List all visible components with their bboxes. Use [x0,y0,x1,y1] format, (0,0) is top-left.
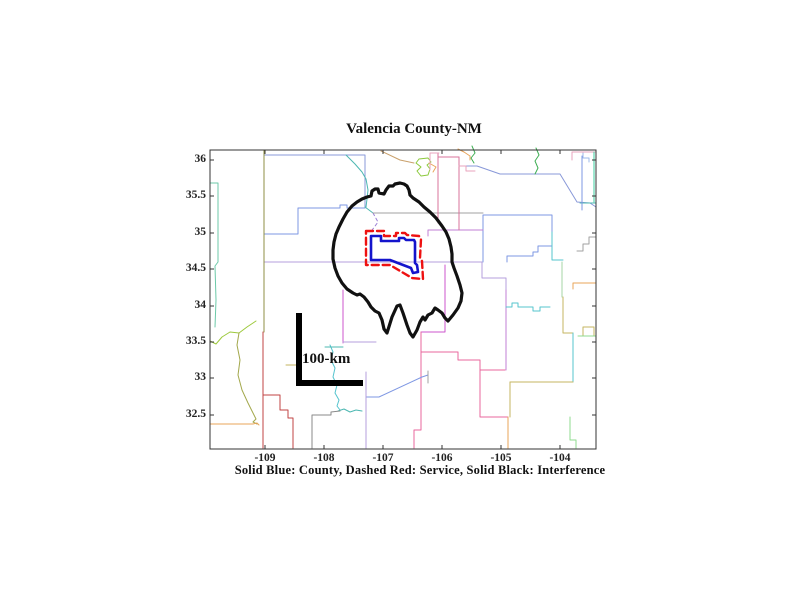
county-boundary-line [209,320,257,345]
county-boundary-line [479,369,509,418]
x-tick-label: -105 [490,452,512,464]
county-boundary-line [569,416,577,449]
y-tick-label: 34 [194,299,207,311]
county-boundary-line [413,351,422,449]
county-boundary-line [345,154,369,208]
x-tick-label: -108 [313,452,335,464]
county-boundary-line [576,236,597,252]
county-boundary-line [505,302,551,312]
scale-bar-vertical [296,313,302,386]
y-tick-label: 36 [194,153,207,165]
interference-contour [331,181,464,339]
y-tick-label: 33.5 [185,335,206,347]
county-boundary-line [263,154,366,208]
y-tick-label: 32.5 [185,408,206,420]
x-tick-label: -107 [372,452,394,464]
county-boundary-line [236,332,258,425]
plot-frame [209,149,597,450]
x-tick-label: -109 [254,452,276,464]
county-boundary-line [582,152,590,163]
y-tick-label: 35.5 [185,189,206,201]
county-outline [369,234,420,275]
y-tick-label: 35 [194,226,207,238]
scale-bar-horizontal [296,380,363,386]
county-boundary-line [427,229,484,237]
chart-title: Valencia County-NM [346,121,482,137]
county-boundary-line [428,162,437,173]
county-boundary-line [209,422,260,426]
county-boundary-line [572,282,597,290]
plot-area [210,150,596,449]
county-boundary-line [551,231,564,261]
county-boundary-line [364,206,374,214]
county-boundary-line [506,231,553,263]
county-boundary-line [337,408,363,413]
county-boundary-line [365,374,429,398]
county-boundary-line [534,147,540,175]
legend-caption: Solid Blue: County, Dashed Red: Service,… [234,463,606,477]
county-boundary-line [262,394,294,449]
x-tick-label: -106 [431,452,453,464]
county-boundary-line [562,296,574,334]
county-boundary-line [311,410,341,449]
county-boundary-line [209,182,219,328]
county-boundary-line [482,214,553,263]
scale-bar-label: 100-km [302,351,351,367]
county-boundary-line [420,264,446,333]
county-boundary-line [429,152,440,171]
county-boundary-line [380,150,415,164]
county-boundary-line [263,261,507,291]
y-tick-label: 33 [194,371,207,383]
x-tick-label: -104 [549,452,571,464]
y-tick-label: 34.5 [185,262,206,274]
service-contour [364,229,425,281]
county-boundary-line [369,212,379,234]
county-boundary-line [571,151,597,161]
county-boundary-line [263,204,366,235]
county-boundary-line [458,165,476,172]
